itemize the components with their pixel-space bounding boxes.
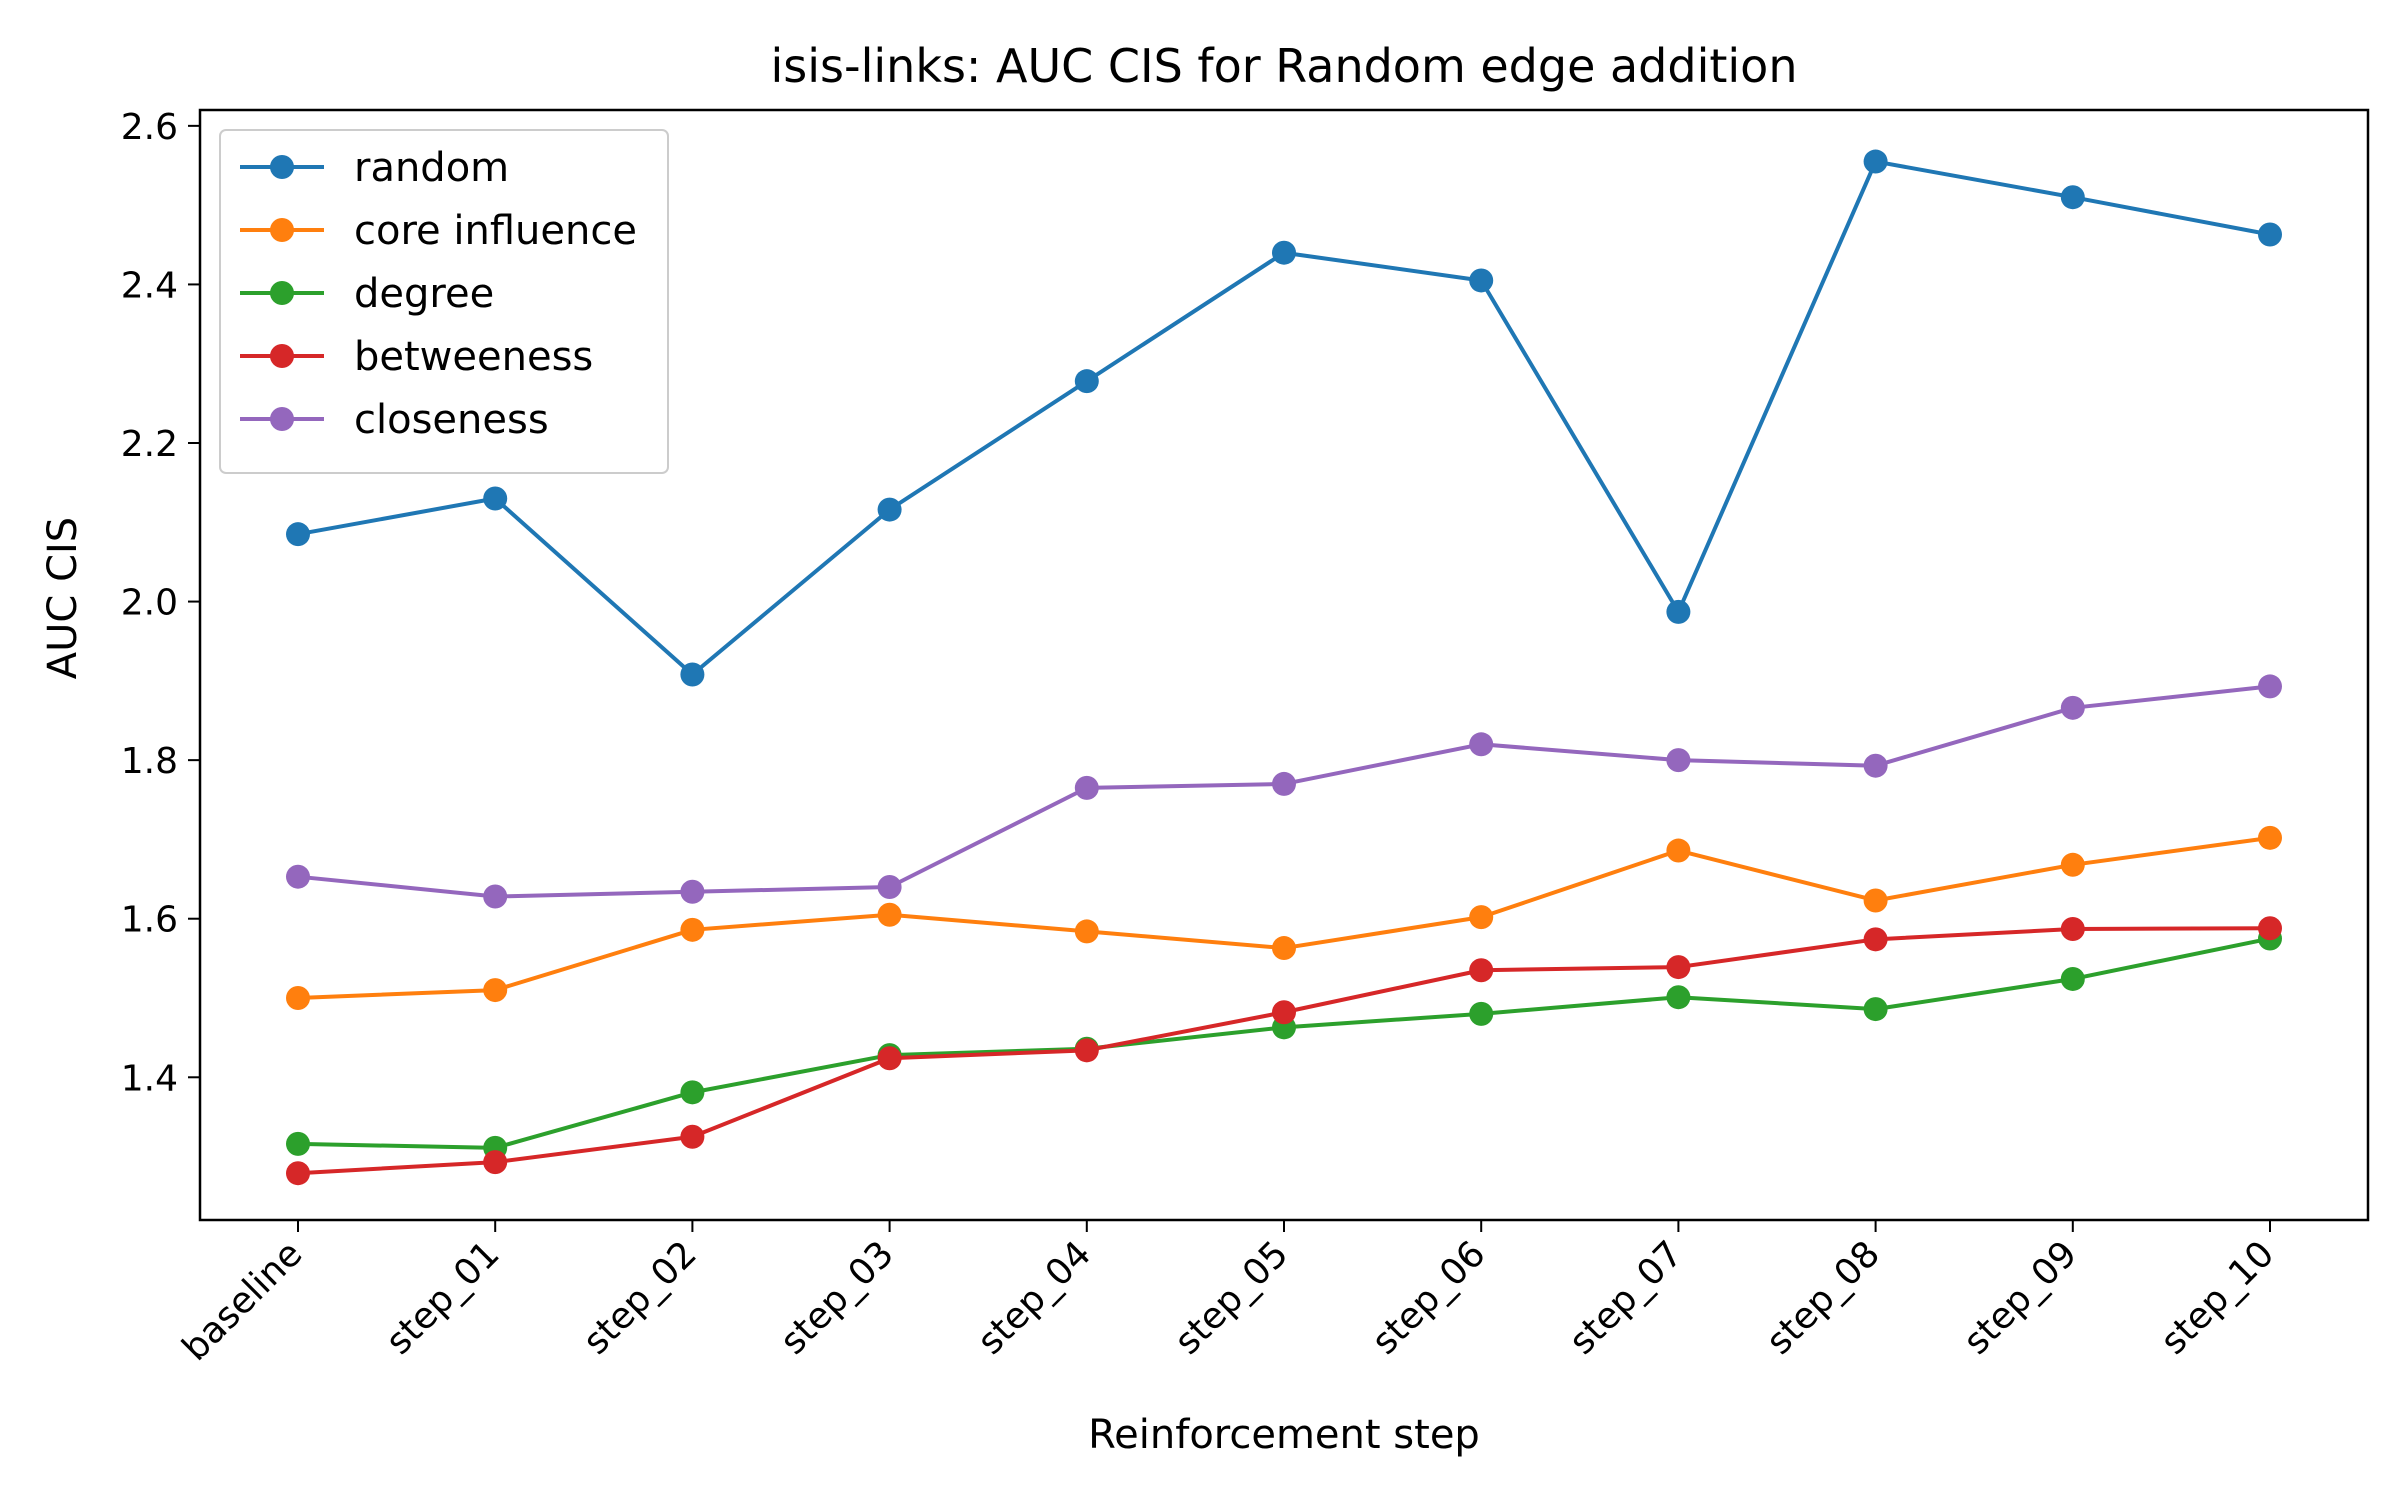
data-point: [1469, 732, 1494, 757]
data-point: [2060, 852, 2085, 877]
data-point: [2060, 917, 2085, 942]
legend: random core influence degree betweeness clos…: [219, 129, 669, 474]
data-point: [286, 522, 310, 547]
data-point: [2258, 916, 2282, 941]
data-point: [1863, 997, 1888, 1022]
series-betweeness: [286, 916, 2282, 1186]
y-tick-label: 1.6: [121, 900, 178, 941]
series-core-influence: [286, 825, 2282, 1010]
data-point: [2060, 185, 2085, 210]
data-point: [286, 864, 310, 889]
legend-box: [219, 129, 669, 474]
legend-label: betweeness: [354, 334, 593, 380]
legend-label: random: [354, 145, 509, 191]
data-point: [483, 884, 508, 909]
legend-item-degree: degree: [240, 271, 494, 317]
data-point: [1469, 905, 1494, 930]
data-point: [1863, 888, 1888, 913]
legend-item-random: random: [240, 145, 509, 191]
legend-label: degree: [354, 271, 494, 317]
data-point: [1863, 753, 1888, 778]
data-point: [1666, 985, 1691, 1010]
data-point: [483, 486, 508, 511]
data-point: [2258, 674, 2282, 699]
data-point: [1272, 771, 1296, 796]
data-point: [286, 986, 310, 1010]
data-point: [1863, 927, 1888, 952]
legend-item-betweeness: betweeness: [240, 334, 593, 380]
data-point: [877, 875, 902, 899]
data-point: [1074, 1038, 1099, 1063]
y-axis-label: AUC CIS: [40, 517, 86, 679]
data-point: [1272, 1000, 1296, 1025]
legend-marker: [270, 281, 294, 305]
legend-label: closeness: [354, 397, 549, 443]
data-point: [1272, 240, 1296, 265]
legend-marker: [270, 155, 294, 179]
data-point: [1074, 775, 1099, 800]
data-point: [1666, 955, 1691, 980]
data-point: [680, 1124, 705, 1149]
data-point: [1272, 936, 1296, 961]
series-layer: [286, 149, 2282, 1186]
y-tick-label: 1.8: [121, 741, 178, 782]
y-tick-label: 2.4: [121, 265, 178, 306]
data-point: [1469, 958, 1494, 983]
legend-item-closeness: closeness: [240, 397, 549, 443]
y-tick-label: 2.0: [121, 583, 178, 624]
data-point: [877, 1046, 902, 1071]
data-point: [1666, 838, 1691, 863]
data-point: [680, 879, 705, 904]
data-point: [1863, 149, 1888, 174]
data-point: [2258, 222, 2282, 247]
data-point: [483, 978, 508, 1003]
series-closeness: [286, 674, 2282, 909]
data-point: [483, 1150, 508, 1175]
legend-marker: [270, 218, 294, 242]
series-random: [286, 149, 2282, 687]
legend-item-core-influence: core influence: [240, 208, 637, 254]
data-point: [286, 1131, 310, 1156]
data-point: [1666, 599, 1691, 624]
data-point: [680, 662, 705, 687]
data-point: [286, 1161, 310, 1186]
x-axis-label: Reinforcement step: [1088, 1412, 1480, 1458]
data-point: [2258, 825, 2282, 850]
data-point: [877, 497, 902, 522]
data-point: [1666, 748, 1691, 773]
data-point: [1469, 268, 1494, 293]
legend-label: core influence: [354, 208, 637, 254]
data-point: [680, 1080, 705, 1105]
data-point: [1074, 919, 1099, 944]
y-tick-label: 1.4: [121, 1058, 178, 1099]
legend-marker: [270, 344, 294, 368]
chart-title: isis-links: AUC CIS for Random edge addi…: [771, 39, 1798, 93]
y-tick-label: 2.2: [121, 424, 178, 465]
y-tick-label: 2.6: [121, 107, 178, 148]
data-point: [2060, 695, 2085, 720]
data-point: [1469, 1001, 1494, 1026]
legend-marker: [270, 407, 294, 431]
data-point: [2060, 966, 2085, 991]
data-point: [680, 917, 705, 942]
data-point: [877, 902, 902, 927]
data-point: [1074, 369, 1099, 394]
